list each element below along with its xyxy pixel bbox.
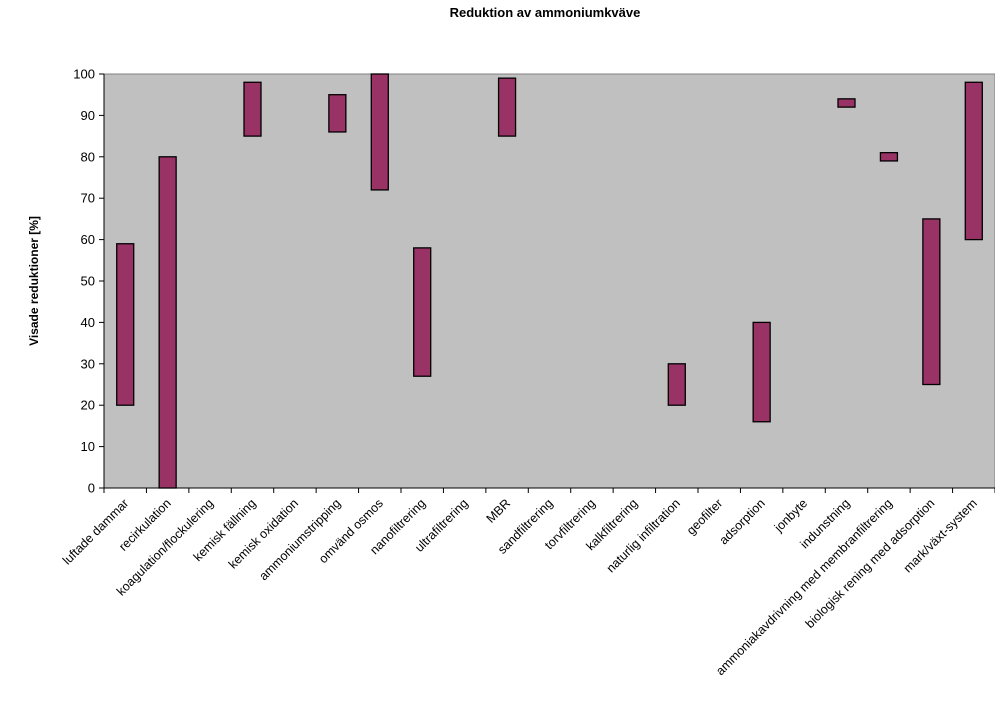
- bar-7: [370, 73, 389, 191]
- y-tick-label: 30: [81, 356, 95, 371]
- bar-16: [752, 321, 771, 423]
- chart-title: Reduktion av ammoniumkväve: [450, 5, 641, 20]
- y-axis-label: Visade reduktioner [%]: [27, 216, 41, 346]
- x-tick-label: jonbyte: [771, 496, 810, 535]
- x-tick-label: naturlig infiltration: [604, 496, 683, 575]
- bar-8: [413, 247, 432, 377]
- bar-14: [667, 363, 686, 406]
- x-tick-label: geofilter: [684, 496, 725, 537]
- y-tick-label: 10: [81, 439, 95, 454]
- bar-2: [158, 156, 177, 489]
- bars: [116, 73, 983, 489]
- y-tick-label: 20: [81, 398, 95, 413]
- bar-20: [922, 218, 941, 386]
- bar-1: [116, 243, 135, 406]
- y-ticks: 0 10 20 30 40 50 60 70 80 90 100: [73, 67, 104, 496]
- y-tick-label: 100: [73, 67, 95, 82]
- x-tick-label: mark/växt-system: [901, 496, 980, 575]
- x-tick-label: luftade dammar: [60, 496, 131, 567]
- bar-21: [964, 81, 983, 241]
- y-tick-label: 50: [81, 274, 95, 289]
- y-tick-label: 40: [81, 315, 95, 330]
- y-tick-label: 0: [88, 481, 95, 496]
- bar-18: [837, 98, 856, 108]
- y-tick-label: 90: [81, 108, 95, 123]
- y-tick-label: 70: [81, 191, 95, 206]
- x-tick-label: MBR: [484, 496, 514, 526]
- bar-4: [243, 81, 262, 137]
- y-tick-label: 80: [81, 149, 95, 164]
- plot-area: [103, 73, 995, 489]
- bar-6: [328, 94, 347, 133]
- bar-19: [879, 152, 899, 162]
- x-tick-label: adsorption: [717, 496, 768, 547]
- bar-10: [497, 77, 517, 137]
- y-tick-label: 60: [81, 232, 95, 247]
- x-tick-label: ammoniumstripping: [256, 496, 343, 583]
- x-ticks: luftade dammarrecirkulationkoagulation/f…: [60, 488, 995, 678]
